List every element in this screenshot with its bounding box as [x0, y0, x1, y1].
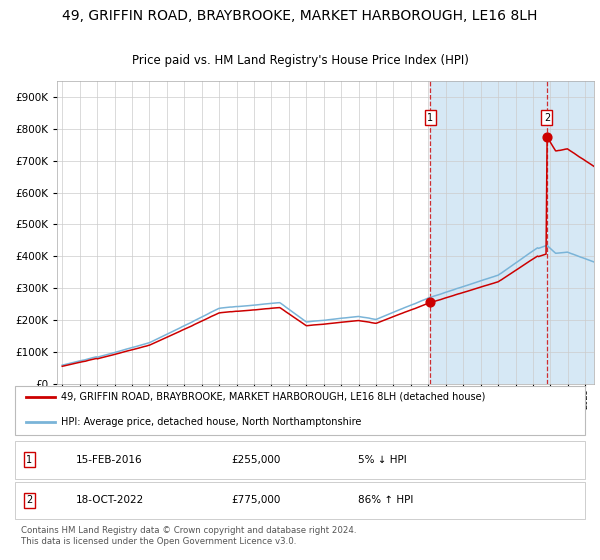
Text: Contains HM Land Registry data © Crown copyright and database right 2024.
This d: Contains HM Land Registry data © Crown c… [20, 526, 356, 545]
Text: Price paid vs. HM Land Registry's House Price Index (HPI): Price paid vs. HM Land Registry's House … [131, 54, 469, 67]
Text: 1: 1 [26, 455, 32, 465]
Text: 5% ↓ HPI: 5% ↓ HPI [358, 455, 406, 465]
Text: 2: 2 [544, 113, 550, 123]
Text: 15-FEB-2016: 15-FEB-2016 [76, 455, 142, 465]
Text: HPI: Average price, detached house, North Northamptonshire: HPI: Average price, detached house, Nort… [61, 417, 361, 427]
Point [542, 132, 552, 141]
Text: 86% ↑ HPI: 86% ↑ HPI [358, 496, 413, 506]
Text: £255,000: £255,000 [231, 455, 280, 465]
Text: 1: 1 [427, 113, 434, 123]
FancyBboxPatch shape [15, 482, 585, 519]
FancyBboxPatch shape [15, 386, 585, 435]
Point [425, 298, 435, 307]
Text: 2: 2 [26, 496, 32, 506]
Text: 18-OCT-2022: 18-OCT-2022 [76, 496, 143, 506]
FancyBboxPatch shape [15, 441, 585, 479]
Text: 49, GRIFFIN ROAD, BRAYBROOKE, MARKET HARBOROUGH, LE16 8LH: 49, GRIFFIN ROAD, BRAYBROOKE, MARKET HAR… [62, 10, 538, 24]
Text: 49, GRIFFIN ROAD, BRAYBROOKE, MARKET HARBOROUGH, LE16 8LH (detached house): 49, GRIFFIN ROAD, BRAYBROOKE, MARKET HAR… [61, 392, 485, 402]
Bar [430, 81, 594, 384]
Text: £775,000: £775,000 [231, 496, 280, 506]
